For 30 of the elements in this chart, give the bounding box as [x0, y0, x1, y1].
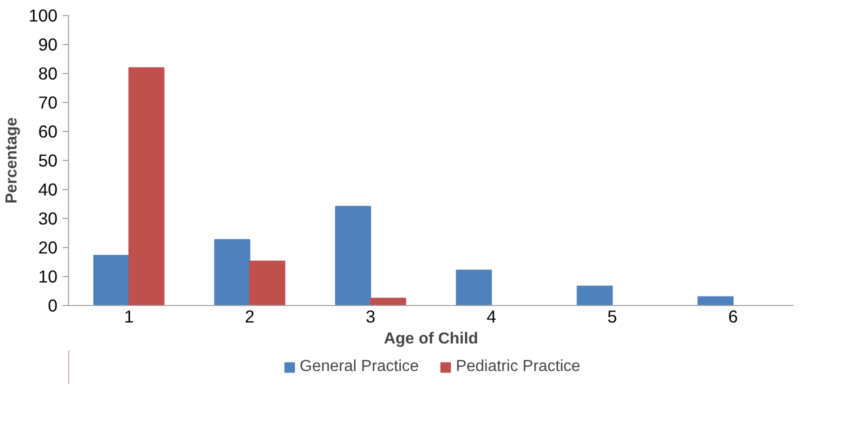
- x-tick-label: 1: [124, 306, 134, 326]
- x-tick-label: 4: [486, 306, 497, 326]
- bar: [370, 298, 406, 306]
- legend-label: Pediatric Practice: [456, 358, 580, 376]
- x-tick-label: 6: [728, 306, 738, 326]
- x-tick-label: 3: [366, 306, 376, 326]
- bar: [128, 67, 164, 306]
- y-tick-label: 80: [38, 64, 58, 84]
- bar: [335, 206, 372, 306]
- x-tick-label: 5: [607, 306, 618, 326]
- y-tick-label: 90: [38, 34, 58, 54]
- y-tick-label: 0: [48, 296, 58, 316]
- y-tick-label: 50: [38, 150, 58, 170]
- y-axis-title: Percentage: [4, 117, 21, 204]
- y-tick-label: 20: [38, 238, 58, 258]
- bar: [698, 296, 734, 306]
- y-tick-label: 30: [38, 208, 58, 228]
- x-axis-title: Age of Child: [384, 330, 478, 348]
- y-tick-label: 100: [28, 6, 58, 26]
- y-tick-label: 70: [38, 92, 58, 112]
- bar: [214, 239, 250, 306]
- y-tick-label: 60: [38, 122, 58, 142]
- bar: [456, 270, 492, 306]
- bar: [249, 260, 286, 306]
- y-tick-label: 40: [38, 180, 58, 200]
- y-tick-label: 10: [38, 266, 58, 286]
- bar: [576, 286, 613, 306]
- x-tick-label: 2: [244, 306, 255, 326]
- legend-label: General Practice: [300, 358, 419, 376]
- bar: [93, 254, 130, 306]
